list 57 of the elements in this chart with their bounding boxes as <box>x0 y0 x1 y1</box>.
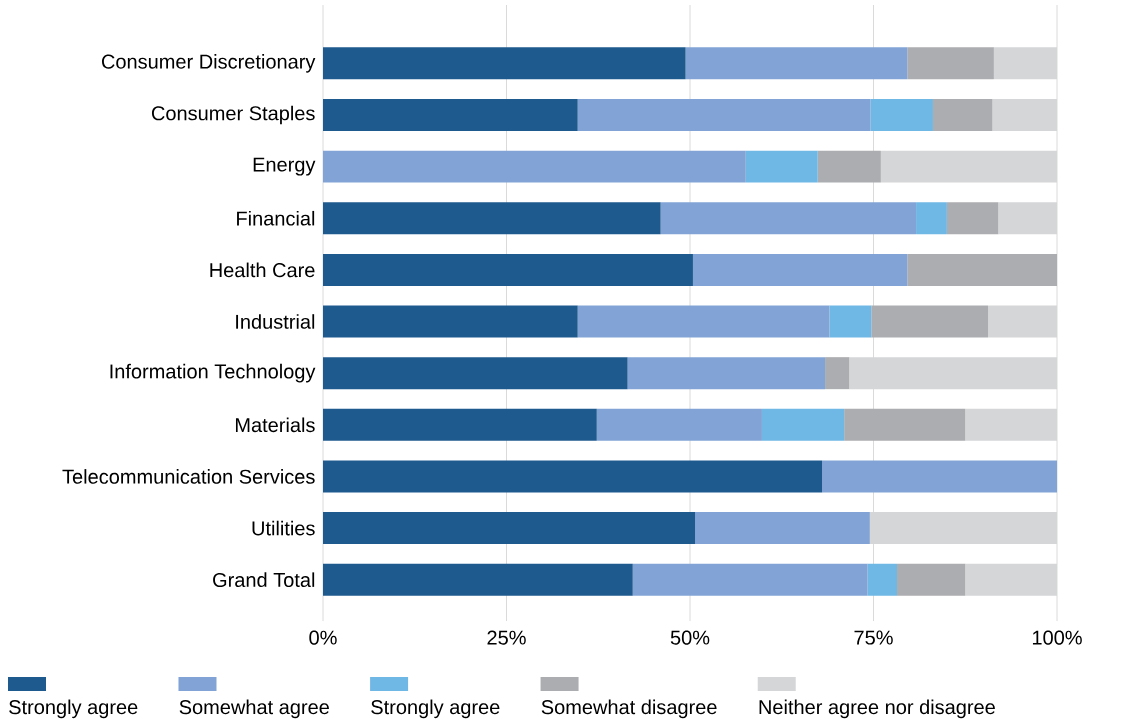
bar <box>946 202 999 235</box>
bar <box>907 253 1058 286</box>
bar <box>323 47 686 80</box>
y-tick-label: Information Technology <box>110 363 316 383</box>
x-tick-label: 75% <box>854 630 893 645</box>
y-tick-label: Consumer Discretionary <box>101 54 316 73</box>
y-tick-label: Grand Total <box>213 572 315 588</box>
y-tick-label: Telecommunication Services <box>62 469 315 484</box>
bar <box>323 460 823 493</box>
bar <box>685 47 908 80</box>
bar <box>932 98 993 131</box>
bar <box>692 253 908 286</box>
bar <box>870 98 933 131</box>
bar <box>577 98 871 131</box>
y-tick-label: Energy <box>253 157 316 176</box>
bar <box>323 563 633 596</box>
bar <box>825 357 850 390</box>
bar <box>907 47 994 80</box>
bar <box>822 460 1058 493</box>
x-tick-label: 50% <box>670 630 710 645</box>
bar <box>660 202 917 235</box>
y-tick-label: Health Care <box>210 262 315 278</box>
y-tick-label: Materials <box>235 417 315 433</box>
bar <box>577 305 830 338</box>
bar <box>323 357 628 390</box>
x-tick-label: 100% <box>1032 630 1082 645</box>
bar <box>695 512 870 545</box>
bar <box>323 305 578 338</box>
bar <box>596 408 762 441</box>
legend-label: Strongly agree <box>371 699 500 719</box>
bar <box>323 408 597 441</box>
bar <box>323 202 661 235</box>
bar <box>323 253 693 286</box>
bar <box>761 408 845 441</box>
bar <box>871 305 989 338</box>
legend-label: Somewhat agree <box>179 699 329 719</box>
bar <box>323 98 578 131</box>
bar <box>627 357 826 390</box>
bar <box>632 563 868 596</box>
x-tick-label: 0% <box>309 630 337 645</box>
bar <box>745 150 818 183</box>
legend-label: Somewhat disagree <box>541 699 717 719</box>
y-tick-label: Consumer Staples <box>151 105 315 125</box>
legend-label: Strongly agree <box>9 699 138 719</box>
y-tick-label: Industrial <box>236 314 315 329</box>
bar <box>844 408 966 441</box>
y-tick-label: Utilities <box>252 520 315 536</box>
bar <box>897 563 966 596</box>
bar <box>323 512 696 545</box>
bar <box>867 563 897 596</box>
legend-label: Neither agree nor disagree <box>759 699 995 719</box>
bar <box>817 150 881 183</box>
bar <box>323 150 746 183</box>
bar <box>829 305 872 338</box>
bar <box>916 202 947 235</box>
x-tick-label: 25% <box>487 630 526 645</box>
y-tick-label: Financial <box>237 210 315 226</box>
